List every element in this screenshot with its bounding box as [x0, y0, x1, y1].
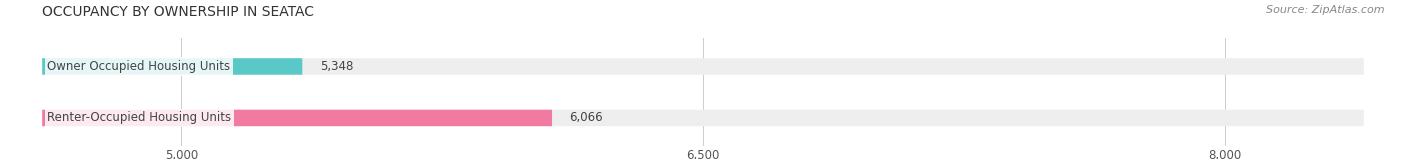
FancyBboxPatch shape — [42, 110, 1364, 126]
Text: Owner Occupied Housing Units: Owner Occupied Housing Units — [48, 60, 231, 73]
FancyBboxPatch shape — [42, 58, 1364, 75]
Text: 5,348: 5,348 — [319, 60, 353, 73]
Text: OCCUPANCY BY OWNERSHIP IN SEATAC: OCCUPANCY BY OWNERSHIP IN SEATAC — [42, 5, 314, 19]
Text: Renter-Occupied Housing Units: Renter-Occupied Housing Units — [48, 111, 232, 124]
FancyBboxPatch shape — [42, 110, 553, 126]
FancyBboxPatch shape — [42, 58, 302, 75]
Text: Source: ZipAtlas.com: Source: ZipAtlas.com — [1267, 5, 1385, 15]
Text: 6,066: 6,066 — [569, 111, 603, 124]
